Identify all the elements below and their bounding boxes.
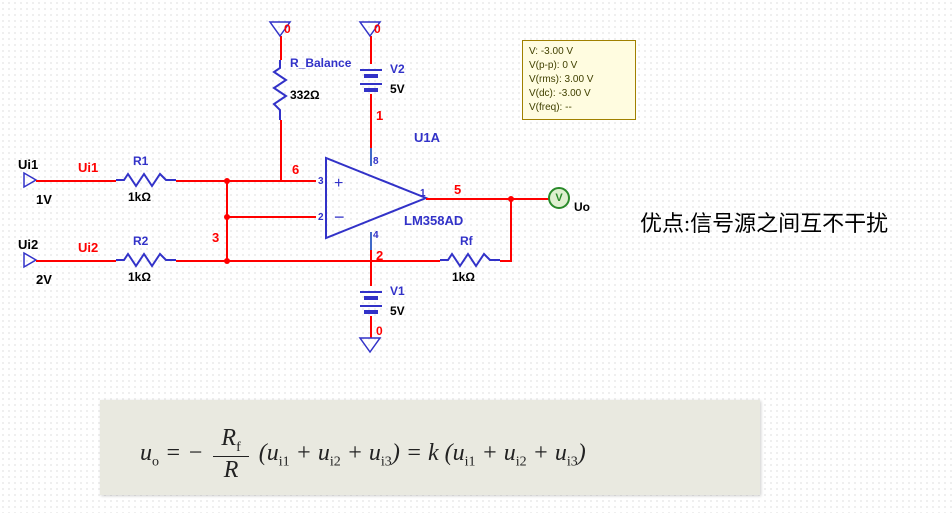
junction-dot	[224, 214, 230, 220]
rbal-value: 332Ω	[290, 88, 320, 102]
junction-dot	[508, 196, 514, 202]
rbal-name: R_Balance	[290, 56, 351, 70]
wire	[426, 198, 556, 200]
v2-name: V2	[390, 62, 405, 76]
wire	[36, 180, 116, 182]
net-0-label: 0	[374, 22, 381, 36]
svg-text:−: −	[334, 207, 345, 227]
wire	[176, 260, 228, 262]
port-ui2-label: Ui2	[18, 237, 38, 252]
r2-name: R2	[133, 234, 148, 248]
pin-vee: 4	[373, 230, 379, 241]
net-5-label: 5	[454, 182, 461, 197]
v1-value: 5V	[390, 304, 405, 318]
opamp-model: LM358AD	[404, 213, 463, 228]
pin-out: 1	[420, 188, 426, 199]
probe-vpp: V(p-p): 0 V	[529, 59, 629, 73]
probe-readout: V: -3.00 V V(p-p): 0 V V(rms): 3.00 V V(…	[522, 40, 636, 120]
resistor-rf	[440, 252, 500, 268]
resistor-r1	[116, 172, 176, 188]
wire	[510, 198, 512, 260]
v2-value: 5V	[390, 82, 405, 96]
wire	[280, 180, 316, 182]
net-3-label: 3	[212, 230, 219, 245]
probe-v: V: -3.00 V	[529, 45, 629, 59]
net-0-label: 0	[284, 22, 291, 36]
formula-text: uo = − Rf R (ui1 + ui2 + ui3) = k (ui1 +…	[140, 425, 586, 484]
src-ui2-value: 2V	[36, 272, 52, 287]
pin-vcc: 8	[373, 156, 379, 167]
junction-dot	[224, 178, 230, 184]
wire	[370, 316, 372, 338]
ground-icon	[360, 338, 380, 352]
wire	[226, 260, 440, 262]
battery-v2-icon	[356, 62, 386, 94]
net-ui1-label: Ui1	[78, 160, 98, 175]
voltage-probe-icon[interactable]: V	[548, 187, 570, 209]
rf-value: 1kΩ	[452, 270, 475, 284]
pin-wire	[370, 232, 372, 250]
resistor-r2	[116, 252, 176, 268]
net-uo-label: Uo	[574, 200, 590, 214]
wire	[280, 36, 282, 60]
wire	[280, 120, 282, 182]
r1-name: R1	[133, 154, 148, 168]
r1-value: 1kΩ	[128, 190, 151, 204]
net-6-label: 6	[292, 162, 299, 177]
wire	[226, 216, 316, 218]
wire	[370, 250, 372, 286]
probe-vrms: V(rms): 3.00 V	[529, 73, 629, 87]
rf-name: Rf	[460, 234, 473, 248]
battery-v1-icon	[356, 284, 386, 316]
wire	[500, 260, 512, 262]
circuit-schematic: Ui1 Ui1 1V R1 1kΩ Ui2 Ui2 2V R2 1kΩ 3 R_…	[0, 0, 952, 390]
pin-plus-in: 3	[318, 176, 324, 187]
svg-text:+: +	[334, 175, 343, 192]
pin-minus-in: 2	[318, 212, 324, 223]
opamp-ref: U1A	[414, 130, 440, 145]
annotation-text: 优点:信号源之间互不干扰	[640, 206, 888, 238]
port-ui1-label: Ui1	[18, 157, 38, 172]
probe-vfreq: V(freq): --	[529, 101, 629, 115]
net-ui2-label: Ui2	[78, 240, 98, 255]
net-2-label: 2	[376, 248, 383, 263]
net-1-label: 1	[376, 108, 383, 123]
r2-value: 1kΩ	[128, 270, 151, 284]
wire	[226, 180, 228, 262]
resistor-rbalance	[272, 60, 288, 120]
probe-vdc: V(dc): -3.00 V	[529, 87, 629, 101]
wire	[36, 260, 116, 262]
wire	[370, 94, 372, 148]
wire	[370, 36, 372, 64]
pin-wire	[370, 148, 372, 166]
v1-name: V1	[390, 284, 405, 298]
src-ui1-value: 1V	[36, 192, 52, 207]
net-0-label: 0	[376, 324, 383, 338]
